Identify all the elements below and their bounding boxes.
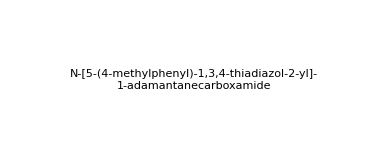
Text: N-[5-(4-methylphenyl)-1,3,4-thiadiazol-2-yl]-
1-adamantanecarboxamide: N-[5-(4-methylphenyl)-1,3,4-thiadiazol-2… — [70, 69, 318, 91]
